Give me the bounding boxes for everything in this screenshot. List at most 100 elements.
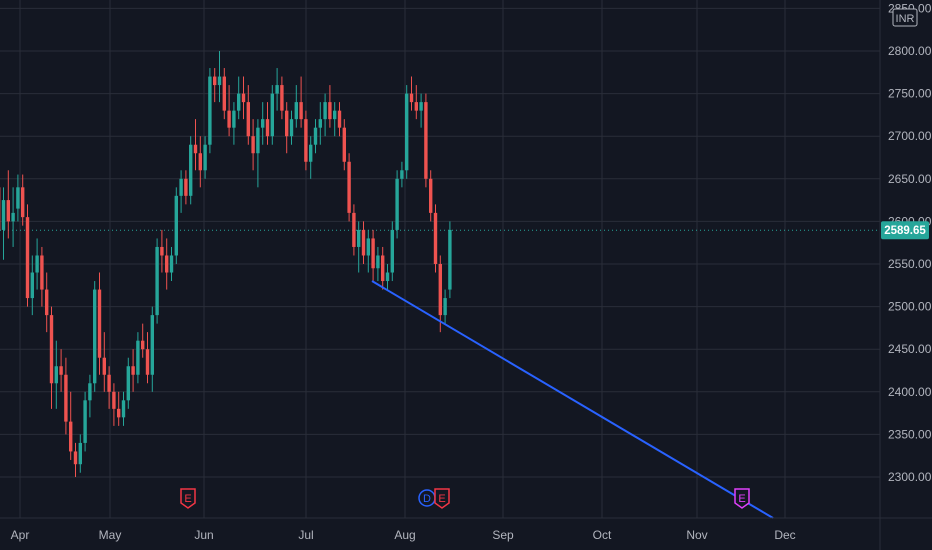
candle-body [251,136,255,154]
marker-label: E [184,493,191,505]
candle-body [333,110,337,120]
time-tick-label: Dec [774,528,795,542]
candle [285,102,289,154]
last-price-tag: 2589.65 [881,221,929,240]
candle-body [131,366,135,375]
candle-body [83,400,87,443]
time-tick-label: Jun [194,528,213,542]
candle [16,174,20,222]
candle-body [54,366,58,384]
candle-body [414,102,418,111]
price-tick-label: 2700.00 [888,129,932,143]
candle [237,76,241,120]
marker-shape [734,488,750,509]
candle-body [395,178,399,230]
candle-body [16,187,20,209]
candle-body [261,119,265,128]
price-tick-label: 2450.00 [888,342,932,356]
candle [189,136,193,205]
candle-body [400,170,404,179]
dividend-marker[interactable]: D [418,489,436,507]
candle [342,119,346,171]
candle-body [25,217,30,299]
candle-body [169,255,174,273]
candle-body [390,229,394,273]
time-tick-label: Jul [298,528,313,542]
marker-label: D [423,493,431,505]
candle-body [443,298,447,316]
candle-body [381,255,385,282]
time-axis[interactable]: Apr May Jun Jul Aug Sep Oct Nov Dec [11,528,796,542]
time-tick-label: Sep [492,528,514,542]
candle-body [217,76,222,86]
candle [448,221,452,299]
candle [323,93,327,137]
candle-body [117,408,121,418]
candle [174,187,178,264]
candle [381,246,385,290]
candle [424,93,428,188]
currency-label: INR [892,8,918,27]
candle-body [323,102,327,120]
candle [241,76,246,120]
candle-body [318,119,322,128]
candle-body [64,374,68,422]
candle [21,174,25,226]
candle [443,289,447,324]
candle-body [78,442,82,465]
trendline-layer[interactable] [371,280,774,519]
marker-shape [180,488,196,509]
candle-body [165,255,169,273]
candle-body [112,391,116,409]
candle-body [21,187,25,218]
candle-body [275,85,279,94]
candle-body [265,119,270,137]
time-tick-label: May [99,528,122,542]
price-axis[interactable]: 2300.00 2350.00 2400.00 2450.00 2500.00 2550.… [888,1,932,484]
candle [73,442,78,477]
candle-body [342,127,346,162]
time-tick-label: Apr [11,528,30,542]
candle [294,85,298,128]
candle [64,357,68,435]
candle-body [73,451,78,465]
candle-body [328,102,332,120]
candle [59,349,63,392]
candle-body [141,340,145,350]
candle [35,238,39,290]
candle-body [126,366,130,401]
candle [198,136,202,188]
candle-body [59,366,63,375]
candle [328,85,332,128]
candle [357,221,361,273]
candle-body [337,110,342,128]
candle [213,68,217,103]
earnings-marker[interactable]: E [434,488,450,509]
marker-label: E [438,493,445,505]
trendline[interactable] [371,280,774,519]
candle-body [285,110,289,137]
candle [256,119,260,188]
candle [385,264,390,290]
candle [361,221,366,264]
candle [83,391,87,452]
candle-body [448,229,452,290]
price-tick-label: 2550.00 [888,257,932,271]
candle-body [69,421,73,452]
candle [232,102,236,145]
candle [145,332,150,384]
candle-body [237,93,241,111]
price-tick-label: 2800.00 [888,44,932,58]
candle [333,102,337,137]
candle [184,170,188,205]
price-tick-label: 2400.00 [888,385,932,399]
candle-body [270,93,274,137]
price-tick-label: 2750.00 [888,87,932,101]
earnings-marker[interactable]: E [734,488,750,509]
candle [265,102,270,145]
candle-body [107,374,111,392]
earnings-marker[interactable]: E [180,488,196,509]
